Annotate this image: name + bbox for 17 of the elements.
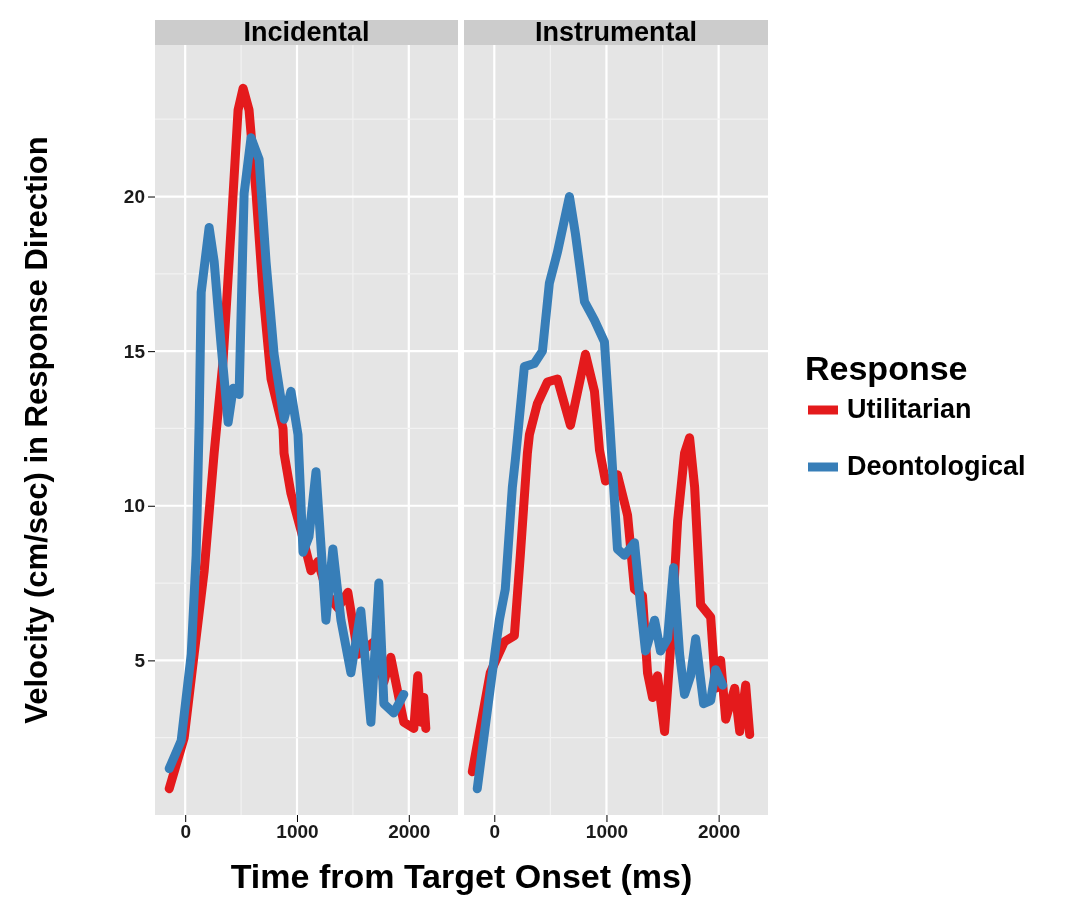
chart-title: Instrumental: [534, 17, 698, 47]
chart-title: Incidental: [243, 17, 370, 47]
x-tick-label: 1000: [585, 821, 629, 843]
y-tick-label: 15: [123, 340, 146, 362]
legend-label: Utilitarian: [847, 394, 972, 424]
x-tick-label: 2000: [388, 821, 431, 843]
legend-title: Response: [805, 349, 968, 387]
x-tick-label: 1000: [276, 821, 319, 843]
legend-label: Deontological: [847, 451, 1026, 481]
y-tick-label: 5: [134, 649, 146, 671]
y-tick-label: 10: [123, 495, 145, 517]
y-axis-title: Velocity (cm/sec) in Response Direction: [19, 136, 54, 724]
x-tick-label: 0: [489, 821, 501, 843]
x-axis-title: Time from Target Onset (ms): [230, 857, 693, 895]
y-tick-label: 20: [123, 186, 145, 208]
x-tick-label: 0: [180, 821, 191, 843]
x-tick-label: 2000: [698, 821, 741, 843]
